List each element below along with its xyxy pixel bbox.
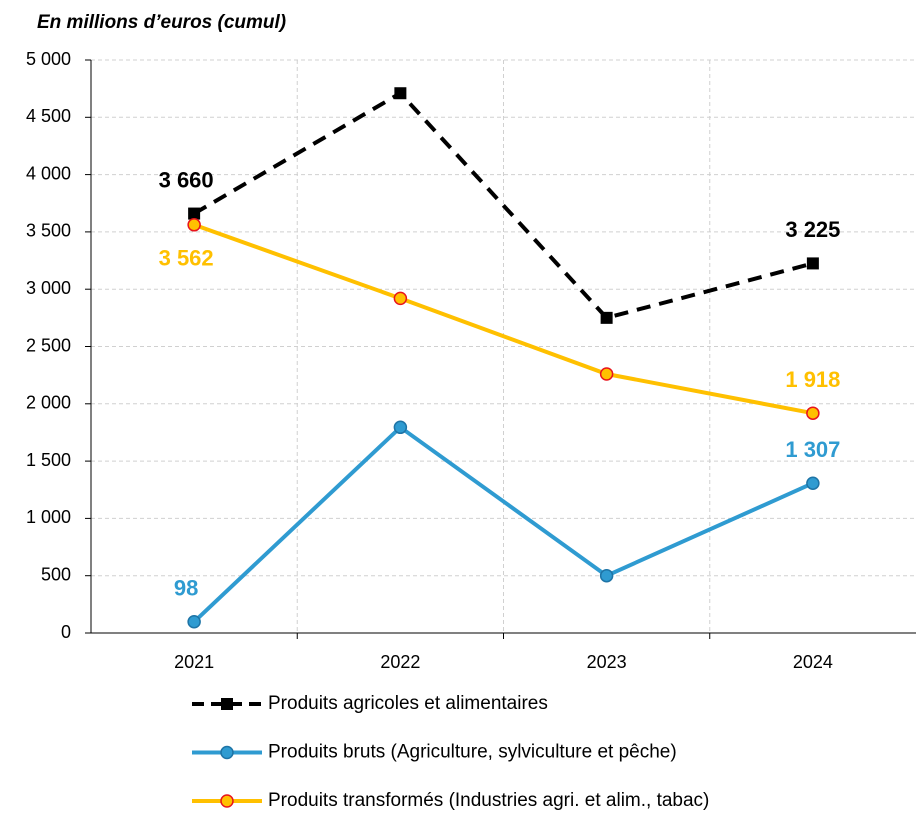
point-marker [394, 87, 407, 100]
series-line [193, 222, 814, 416]
y-tick-label: 4 000 [26, 163, 71, 183]
series-line [192, 424, 814, 624]
data-label: 98 [174, 576, 198, 601]
point-marker [187, 615, 201, 629]
point-marker [188, 207, 201, 220]
legend-label: Produits transformés (Industries agri. e… [268, 790, 709, 811]
x-tick-label: 2022 [380, 652, 420, 672]
legend-marker [220, 794, 234, 808]
point-marker [806, 257, 819, 270]
data-label: 3 562 [159, 246, 214, 271]
point-marker [806, 406, 820, 420]
y-tick-label: 3 500 [26, 221, 71, 241]
legend-label: Produits agricoles et alimentaires [268, 693, 548, 714]
y-tick-label: 1 000 [26, 507, 71, 527]
point-marker [393, 420, 408, 435]
point-marker [599, 568, 614, 583]
y-tick-label: 4 500 [26, 106, 71, 126]
data-label: 3 225 [785, 217, 840, 242]
y-tick-label: 2 000 [26, 393, 71, 413]
data-label: 3 660 [159, 167, 214, 192]
x-tick-label: 2021 [174, 652, 214, 672]
x-tick-label: 2024 [793, 652, 833, 672]
y-tick-label: 500 [41, 564, 71, 584]
data-label: 1 918 [785, 367, 840, 392]
legend-marker [221, 698, 233, 710]
y-tick-label: 1 500 [26, 450, 71, 470]
point-marker [187, 218, 201, 232]
point-marker [806, 476, 820, 490]
legend-label: Produits bruts (Agriculture, sylvicultur… [268, 742, 677, 763]
y-tick-label: 5 000 [26, 49, 71, 69]
series-line [193, 90, 814, 321]
y-tick-label: 3 000 [26, 278, 71, 298]
x-tick-label: 2023 [587, 652, 627, 672]
point-marker [393, 291, 408, 306]
chart-title: En millions d’euros (cumul) [37, 12, 286, 33]
y-tick-label: 2 500 [26, 335, 71, 355]
data-label: 1 307 [785, 437, 840, 462]
legend-marker [220, 745, 234, 760]
point-marker [599, 367, 614, 381]
point-marker [600, 311, 613, 324]
y-tick-label: 0 [61, 622, 71, 642]
